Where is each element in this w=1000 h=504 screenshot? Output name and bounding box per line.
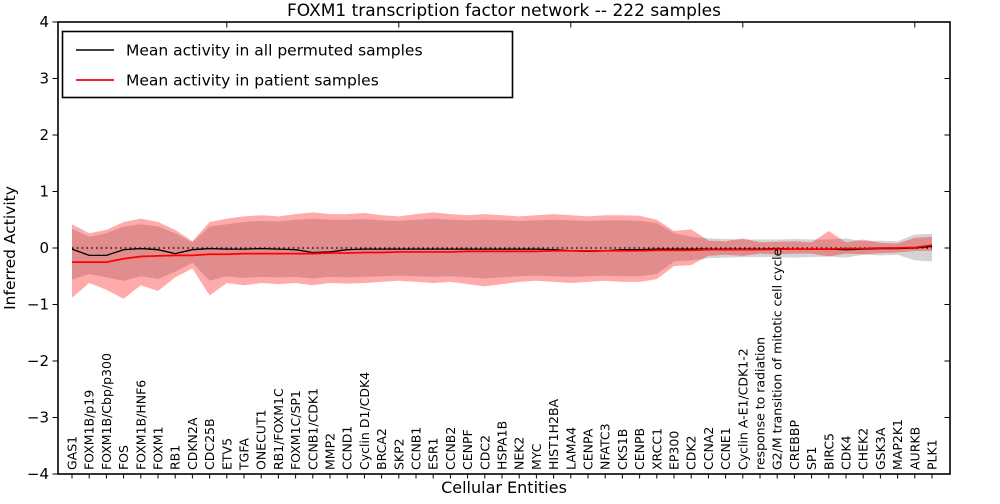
x-tick-label: CDC25B — [202, 418, 217, 470]
y-tick-labels: 4 3 2 1 0 −1 −2 −3 −4 — [27, 13, 49, 483]
x-tick-label: ETV5 — [219, 438, 234, 470]
x-tick-label: CCNA2 — [701, 427, 716, 470]
y-axis-label: Inferred Activity — [1, 186, 19, 310]
legend-box — [61, 30, 514, 99]
x-axis-label: Cellular Entities — [441, 478, 567, 497]
x-tick-label: MAP2K1 — [890, 419, 905, 470]
x-tick-label: Cyclin A-E1/CDK1-2 — [735, 348, 750, 470]
x-tick-label: CCNB1 — [409, 427, 424, 470]
x-tick-label: CDC2 — [477, 435, 492, 470]
x-tick-label: CCNB1/CDK1 — [305, 388, 320, 470]
x-tick-label: FOXM1 — [151, 426, 166, 470]
x-tick-label: FOXM1B/HNF6 — [133, 380, 148, 470]
y-tick-label: −1 — [27, 296, 49, 314]
x-tick-label: CCND1 — [340, 426, 355, 470]
x-tick-label: HIST1H2BA — [546, 398, 561, 470]
x-tick-label: CDK4 — [839, 435, 854, 470]
x-tick-label: G2/M transition of mitotic cell cycle — [770, 248, 785, 470]
series-lines — [71, 244, 933, 263]
y-tick-label: 0 — [39, 239, 49, 257]
x-tick-label: NEK2 — [512, 437, 527, 470]
x-tick-label: MMP2 — [323, 433, 338, 470]
x-tick-label: ONECUT1 — [254, 409, 269, 470]
x-tick-label: FOXM1B/Cbp/p300 — [99, 353, 114, 470]
x-tick-label: MYC — [529, 443, 544, 470]
x-tick-label: ESR1 — [426, 438, 441, 470]
x-tick-label: EP300 — [667, 431, 682, 470]
x-tick-label: PLK1 — [925, 439, 940, 470]
y-tick-label: −4 — [27, 465, 49, 483]
x-tick-label: RB1 — [168, 445, 183, 470]
x-tick-label: AURKB — [907, 427, 922, 470]
x-tick-label: CENPF — [460, 429, 475, 470]
chart-title: FOXM1 transcription factor network -- 22… — [287, 1, 721, 21]
x-tick-label: RB1/FOXM1C — [271, 388, 286, 470]
x-tick-label: CDK2 — [684, 435, 699, 470]
y-tick-label: 4 — [39, 13, 49, 31]
y-tick-label: −3 — [27, 409, 49, 427]
x-tick-label: BIRC5 — [821, 433, 836, 470]
x-tick-label: GSK3A — [873, 427, 888, 470]
y-tick-label: 1 — [39, 183, 49, 201]
x-tick-label: NFATC3 — [598, 423, 613, 470]
x-tick-label: CHEK2 — [856, 428, 871, 470]
x-tick-labels: GAS1 FOXM1B/p19 FOXM1B/Cbp/p300 FOS FOXM1B/H… — [65, 248, 940, 471]
x-tick-label: CREBBP — [787, 420, 802, 470]
x-tick-label: GAS1 — [65, 436, 80, 470]
x-tick-label: CDKN2A — [185, 417, 200, 470]
x-tick-label: CCNB2 — [443, 427, 458, 470]
y-tick-label: 2 — [39, 126, 49, 144]
y-tick-label: 3 — [39, 70, 49, 88]
x-tick-label: response to radiation — [753, 337, 768, 470]
legend-label-patient: Mean activity in patient samples — [126, 72, 379, 90]
x-tick-label: CENPB — [632, 428, 647, 470]
x-tick-label: CKS1B — [615, 429, 630, 470]
x-tick-label: FOXM1C/SP1 — [288, 390, 303, 470]
x-tick-label: SKP2 — [391, 438, 406, 470]
x-tick-label: CCNE1 — [718, 427, 733, 470]
x-tick-label: LAMA4 — [563, 427, 578, 470]
x-tick-label: HSPA1B — [495, 421, 510, 470]
x-tick-label: SP1 — [804, 447, 819, 470]
x-tick-label: FOS — [116, 445, 131, 470]
x-tick-label: XRCC1 — [649, 428, 664, 470]
series-line-patient — [72, 244, 933, 263]
x-tick-label: Cyclin D1/CDK4 — [357, 372, 372, 470]
band-patient-samples-range — [72, 212, 932, 299]
x-tick-label: BRCA2 — [374, 428, 389, 470]
x-tick-label: TGFA — [237, 438, 252, 471]
legend-label-permuted: Mean activity in all permuted samples — [126, 42, 423, 60]
axes-frame — [52, 21, 951, 479]
y-tick-label: −2 — [27, 352, 49, 370]
x-tick-label: FOXM1B/p19 — [82, 390, 97, 470]
legend: Mean activity in all permuted samples Me… — [61, 30, 514, 99]
x-tick-label: CENPA — [581, 428, 596, 470]
